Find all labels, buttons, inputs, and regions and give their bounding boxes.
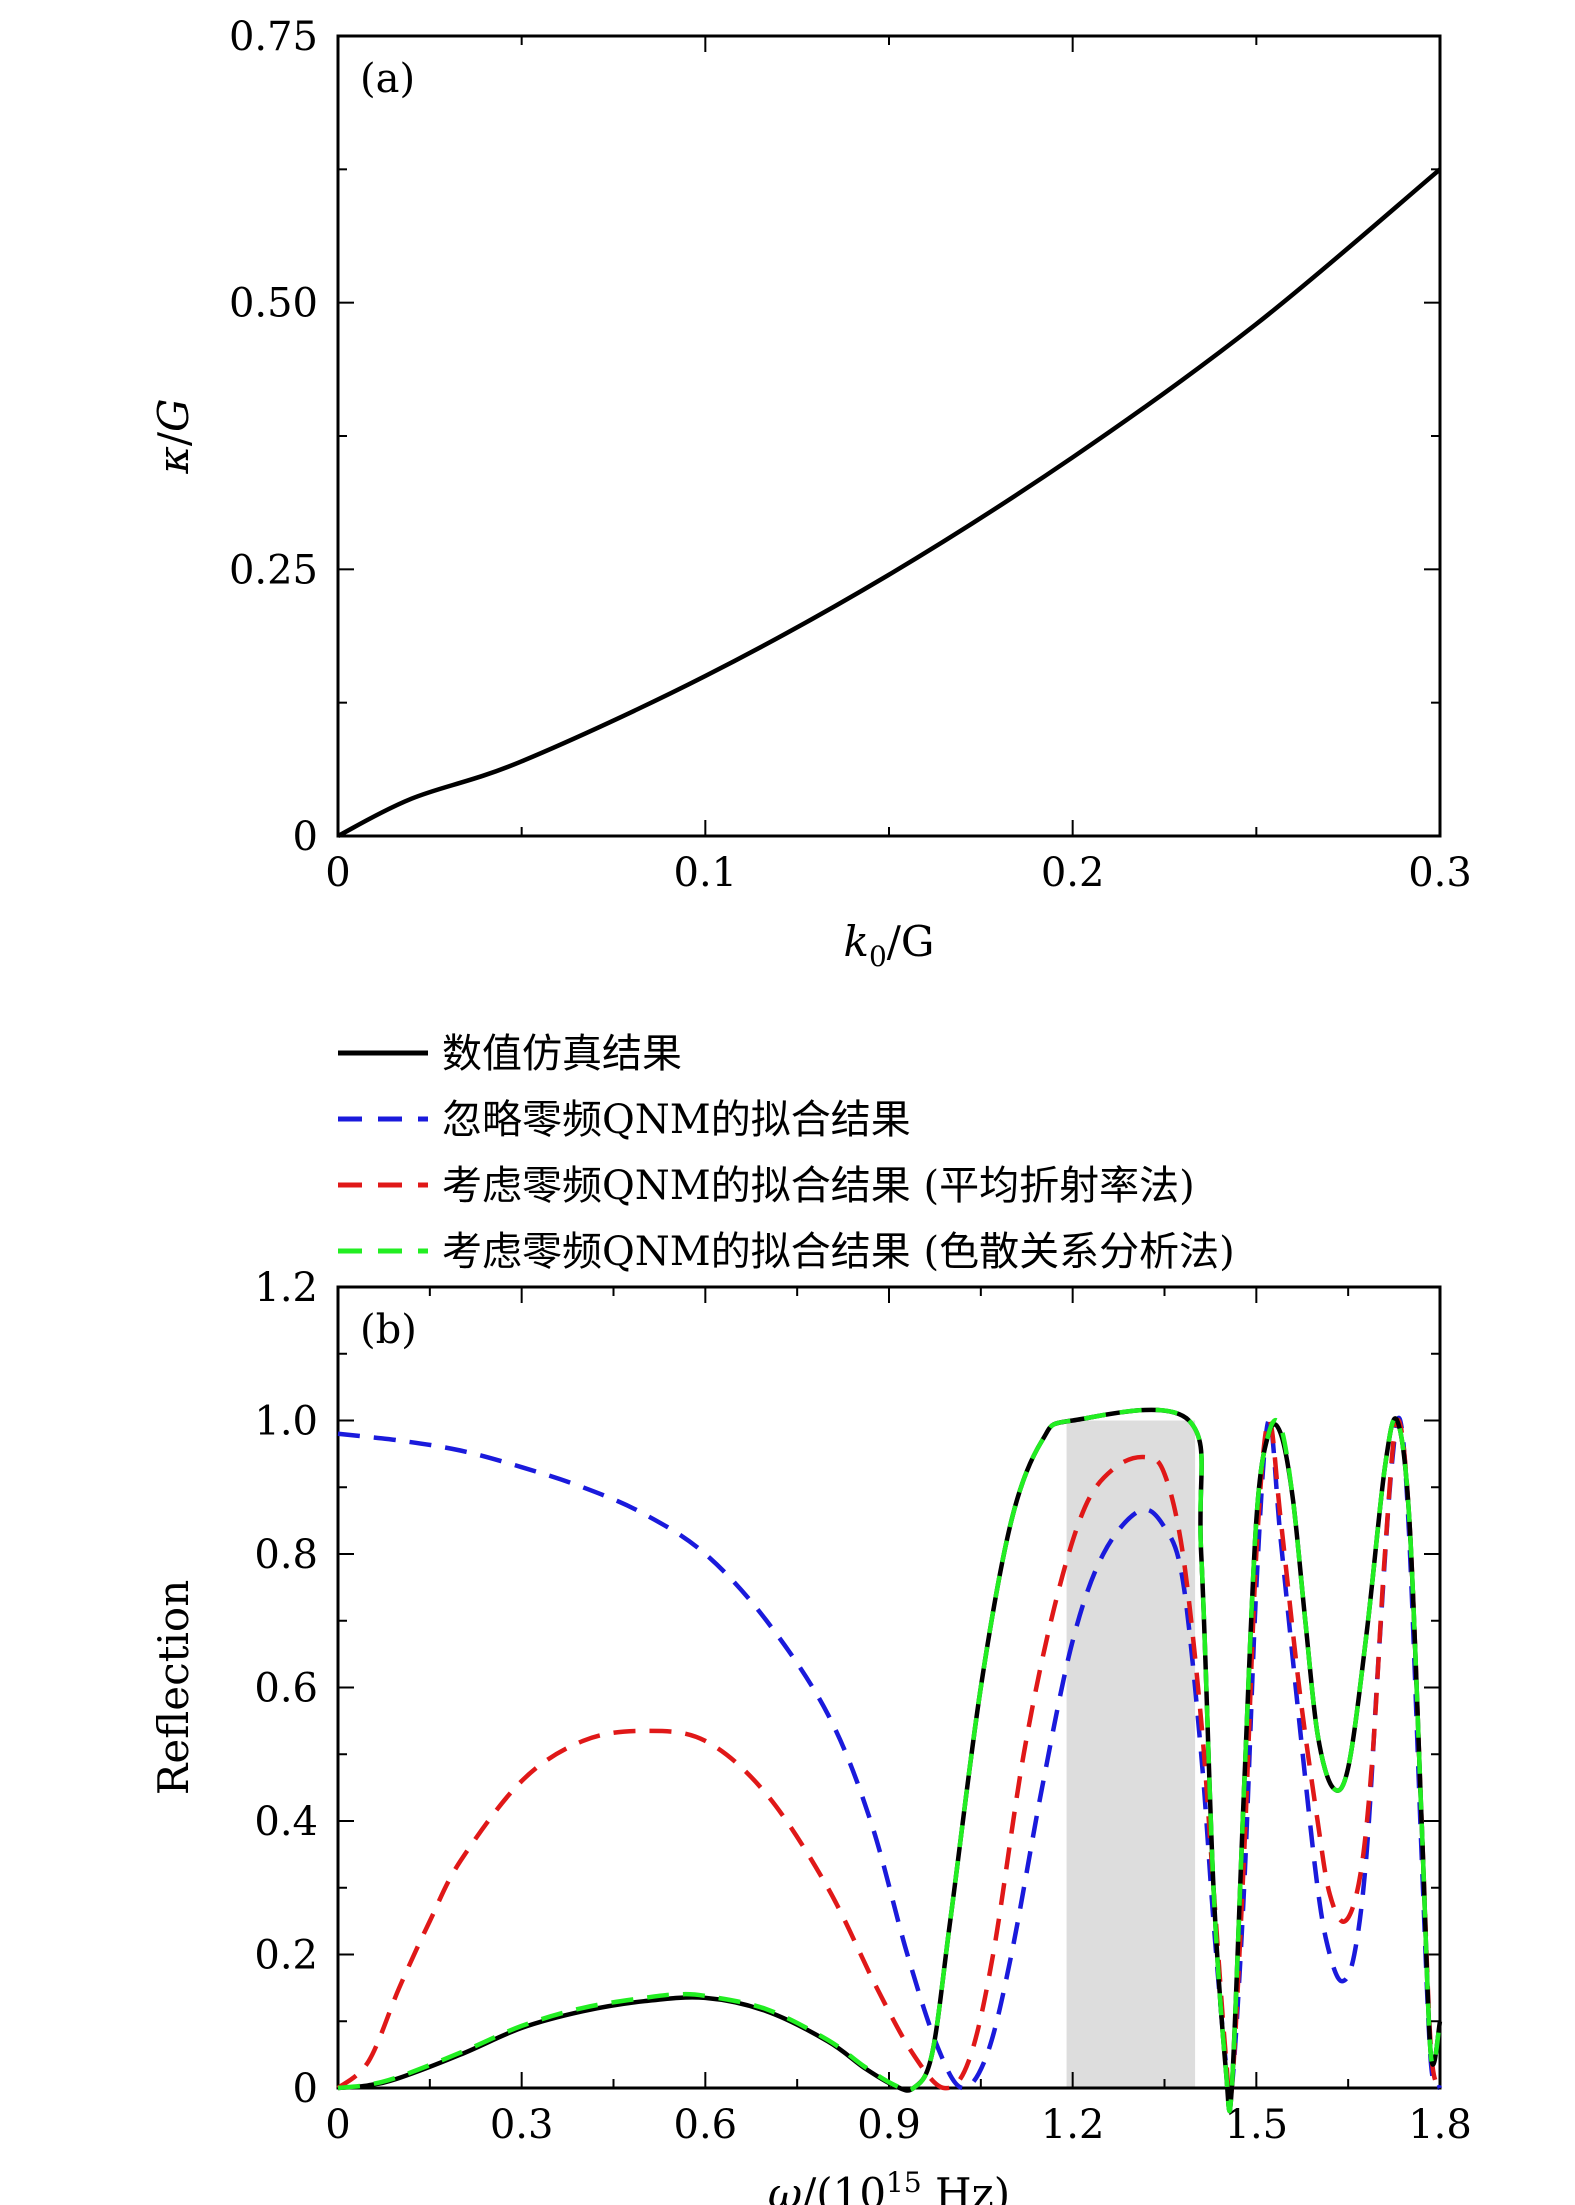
x-tick-label: 1.5 — [1225, 2102, 1289, 2148]
legend-label: 考虑零频QNM的拟合结果 (色散关系分析法) — [442, 1229, 1235, 1275]
y-tick-label: 0.4 — [254, 1799, 318, 1845]
plot-frame-a — [336, 34, 1442, 838]
y-tick-label: 1.0 — [254, 1399, 318, 1445]
series-b — [336, 1407, 1443, 2114]
x-tick-label: 0.9 — [857, 2102, 921, 2148]
panel-label-a: (a) — [360, 56, 415, 102]
y-tick-label: 0.25 — [229, 547, 318, 593]
y-axis-label-a: κ/G — [149, 398, 198, 474]
series-line-a-0 — [336, 167, 1442, 839]
y-tick-label: 1.2 — [254, 1265, 318, 1311]
ticks-a: 0 0.1 0.2 0.3 0 0.25 0.50 0.75 — [229, 14, 1472, 896]
plot-frame-b — [336, 1285, 1442, 2090]
x-tick-label: 1.8 — [1408, 2102, 1472, 2148]
series-line-b-3 — [337, 1407, 1443, 2114]
y-tick-label: 0 — [293, 2066, 318, 2112]
x-tick-label: 0 — [325, 850, 350, 896]
shaded-region — [1066, 1420, 1196, 2088]
y-tick-label: 0.75 — [229, 14, 318, 60]
x-tick-label: 0.6 — [674, 2102, 738, 2148]
legend-label: 忽略零频QNM的拟合结果 — [442, 1097, 911, 1143]
panel-label-b: (b) — [360, 1307, 417, 1353]
x-axis-label-a: k0/G — [844, 917, 935, 973]
y-tick-label: 0.50 — [229, 281, 318, 327]
series-line-b-2 — [337, 1407, 1443, 2114]
x-tick-label: 0.2 — [1041, 850, 1105, 896]
y-tick-label: 0.8 — [254, 1532, 318, 1578]
series-line-b-1 — [336, 1417, 1443, 2105]
series-line-b-0 — [337, 1415, 1443, 2103]
x-tick-label: 0 — [325, 2102, 350, 2148]
series-a — [336, 167, 1442, 839]
ticks-b: 0 0.3 0.6 0.9 1.2 1.5 1.8 0 0.2 0.4 0.6 0.8 1.0 1.2 — [254, 1265, 1471, 2148]
x-tick-label: 1.2 — [1041, 2102, 1105, 2148]
legend-label: 考虑零频QNM的拟合结果 (平均折射率法) — [442, 1163, 1195, 1209]
x-tick-label: 0.3 — [1408, 850, 1472, 896]
panel-a: (a) 0 0.1 0.2 0.3 0 0.25 0.50 0.75 k0/G κ/G — [149, 14, 1472, 973]
legend-label: 数值仿真结果 — [442, 1031, 682, 1077]
y-tick-label: 0 — [293, 814, 318, 860]
panel-b: (b) 0 0.3 0.6 0.9 1.2 1.5 1.8 0 0.2 0.4 0.6 0.8 1.0 1… — [149, 1265, 1472, 2205]
x-tick-label: 0.3 — [490, 2102, 554, 2148]
x-axis-label-b: ω/(1015 Hz) — [768, 2166, 1010, 2205]
y-tick-label: 0.6 — [254, 1666, 318, 1712]
y-axis-label-b: Reflection — [149, 1580, 198, 1796]
x-tick-label: 0.1 — [674, 850, 738, 896]
y-tick-label: 0.2 — [254, 1933, 318, 1979]
